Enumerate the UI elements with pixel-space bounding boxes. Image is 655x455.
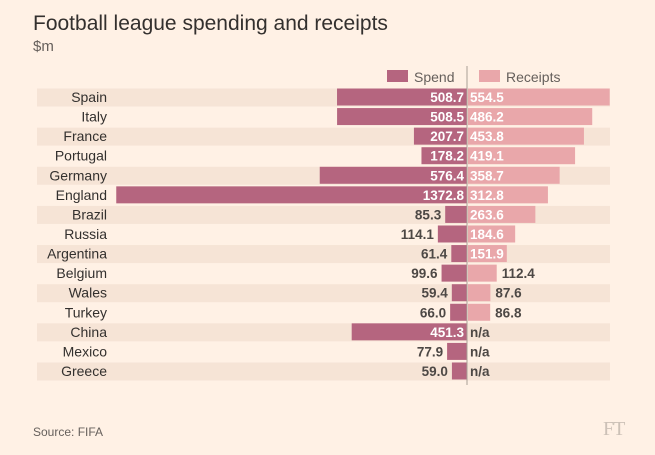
bar-spend	[451, 245, 467, 263]
bar-spend	[421, 147, 467, 165]
value-label-receipts: 554.5	[470, 90, 504, 105]
bar-spend	[116, 186, 467, 204]
category-label: France	[63, 128, 107, 144]
bar-spend	[319, 166, 467, 184]
category-label: China	[70, 324, 107, 340]
value-label-receipts: n/a	[470, 325, 490, 340]
category-label: Mexico	[63, 343, 108, 359]
value-label-receipts: 112.4	[502, 266, 536, 281]
category-label: Spain	[71, 89, 107, 105]
category-label: Turkey	[65, 304, 107, 320]
bar-receipts	[468, 225, 516, 243]
value-label-spend: 77.9	[417, 344, 443, 359]
bar-receipts	[468, 108, 593, 126]
category-label: Portugal	[55, 148, 107, 164]
category-label: Russia	[64, 226, 107, 242]
category-label: Argentina	[47, 246, 107, 262]
value-label-spend: 207.7	[430, 129, 464, 144]
category-label: England	[56, 187, 107, 203]
bar-spend	[337, 108, 467, 126]
chart-title: Football league spending and receipts	[33, 12, 388, 35]
bar-spend	[450, 303, 467, 321]
row-band	[37, 362, 610, 381]
bar-spend	[437, 225, 467, 243]
bar-receipts	[468, 166, 560, 184]
value-label-spend: 59.4	[422, 286, 449, 301]
bar-spend	[447, 342, 467, 360]
value-label-spend: 114.1	[401, 227, 435, 242]
bar-receipts	[468, 127, 584, 145]
row-band	[37, 284, 610, 303]
value-label-receipts: 486.2	[470, 110, 504, 125]
legend-label-spend: Spend	[414, 69, 454, 85]
bar-receipts	[468, 88, 610, 106]
bar-receipts	[468, 147, 576, 165]
value-label-receipts: 312.8	[470, 188, 504, 203]
bar-receipts	[468, 303, 491, 321]
value-label-spend: 508.7	[430, 90, 464, 105]
chart-subtitle: $m	[33, 38, 54, 55]
bar-spend	[451, 284, 467, 302]
bar-receipts	[468, 284, 491, 302]
value-label-spend: 61.4	[421, 247, 448, 262]
bar-receipts	[468, 186, 548, 204]
value-label-receipts: 87.6	[495, 286, 522, 301]
ft-logo: FT	[603, 418, 625, 440]
value-label-receipts: n/a	[470, 364, 490, 379]
value-label-receipts: 184.6	[470, 227, 504, 242]
source-note: Source: FIFA	[33, 425, 104, 439]
category-label: Germany	[49, 167, 107, 183]
category-label: Brazil	[72, 206, 107, 222]
row-band	[37, 245, 610, 264]
legend-swatch-spend	[387, 70, 408, 82]
category-label: Italy	[81, 109, 107, 125]
value-label-spend: 85.3	[415, 207, 442, 222]
bar-spend	[413, 127, 467, 145]
value-label-receipts: 453.8	[470, 129, 504, 144]
bar-spend	[445, 205, 467, 223]
value-label-receipts: 358.7	[470, 168, 504, 183]
bar-spend	[441, 264, 467, 282]
value-label-spend: 66.0	[420, 305, 446, 320]
value-label-spend: 1372.8	[423, 188, 465, 203]
value-label-receipts: 86.8	[495, 305, 522, 320]
value-label-spend: 99.6	[411, 266, 438, 281]
value-label-spend: 451.3	[430, 325, 464, 340]
value-label-receipts: 419.1	[470, 149, 504, 164]
legend-swatch-receipts	[479, 70, 500, 82]
value-label-spend: 508.5	[430, 110, 464, 125]
value-label-spend: 59.0	[422, 364, 448, 379]
value-label-receipts: 263.6	[470, 207, 504, 222]
legend-label-receipts: Receipts	[506, 69, 560, 85]
bar-spend	[451, 362, 467, 380]
bar-spend	[337, 88, 467, 106]
value-label-receipts: n/a	[470, 344, 490, 359]
category-label: Greece	[61, 363, 107, 379]
bar-receipts	[468, 205, 536, 223]
value-label-receipts: 151.9	[470, 247, 504, 262]
category-label: Belgium	[56, 265, 107, 281]
bar-receipts	[468, 245, 507, 263]
row-band	[37, 323, 610, 342]
value-label-spend: 576.4	[430, 168, 464, 183]
bar-spend	[351, 323, 467, 341]
bar-receipts	[468, 264, 497, 282]
value-label-spend: 178.2	[430, 149, 464, 164]
category-label: Wales	[69, 285, 107, 301]
